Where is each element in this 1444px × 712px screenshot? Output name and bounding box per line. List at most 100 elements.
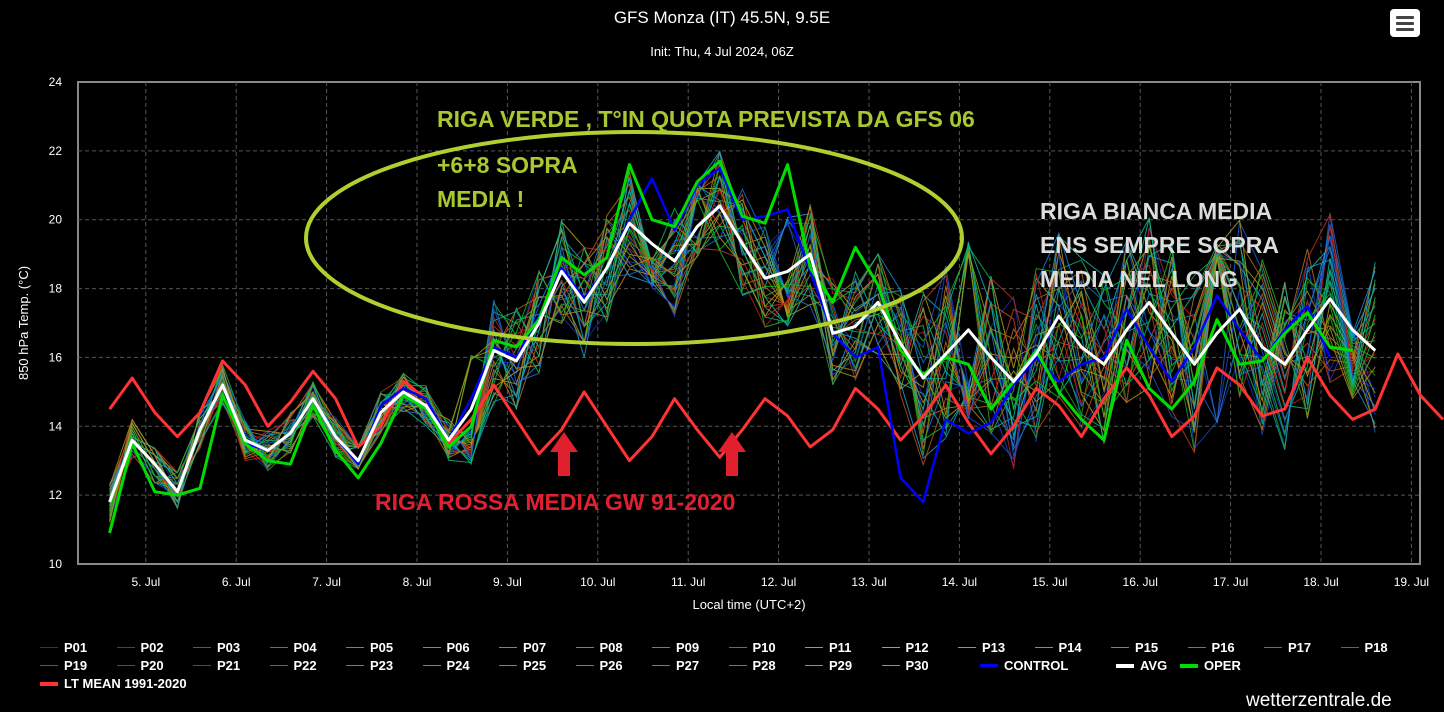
legend-item-p18[interactable]: P18 bbox=[1340, 640, 1388, 655]
x-tick-label: 18. Jul bbox=[1303, 575, 1338, 589]
legend-item-p26[interactable]: P26 bbox=[575, 658, 623, 673]
legend-item-oper[interactable]: OPER bbox=[1180, 658, 1241, 673]
legend-item-p10[interactable]: P10 bbox=[728, 640, 776, 655]
legend-swatch bbox=[269, 664, 288, 667]
legend-label: P25 bbox=[523, 658, 547, 673]
y-tick-label: 20 bbox=[49, 213, 63, 227]
legend-item-p12[interactable]: P12 bbox=[881, 640, 929, 655]
x-tick-label: 19. Jul bbox=[1394, 575, 1429, 589]
legend-item-p23[interactable]: P23 bbox=[346, 658, 393, 673]
legend-label: P15 bbox=[1135, 640, 1159, 655]
legend-swatch bbox=[40, 664, 58, 667]
chart-svg: 10 12 14 16 18 20 22 24 5. Jul 6. Jul 7. Jul 8. Ju… bbox=[16, 75, 1444, 612]
x-tick-label: 16. Jul bbox=[1123, 575, 1158, 589]
red-arrow-icon bbox=[550, 432, 578, 476]
legend-item-p07[interactable]: P07 bbox=[499, 640, 546, 655]
legend-label: P10 bbox=[752, 640, 776, 655]
legend-item-p08[interactable]: P08 bbox=[575, 640, 623, 655]
legend-item-p16[interactable]: P16 bbox=[1187, 640, 1235, 655]
series-line-oper bbox=[108, 159, 1353, 534]
series-line-p25 bbox=[109, 197, 1376, 510]
legend-item-p29[interactable]: P29 bbox=[805, 658, 852, 673]
legend-item-p22[interactable]: P22 bbox=[269, 658, 317, 673]
y-tick-label: 18 bbox=[49, 282, 63, 296]
y-tick-label: 14 bbox=[49, 419, 63, 433]
legend-swatch bbox=[1180, 663, 1198, 668]
legend-item-avg[interactable]: AVG bbox=[1116, 658, 1167, 673]
legend-label: P23 bbox=[370, 658, 394, 673]
x-tick-label: 5. Jul bbox=[131, 575, 160, 589]
legend-item-p27[interactable]: P27 bbox=[652, 658, 699, 673]
legend-item-p02[interactable]: P02 bbox=[116, 640, 164, 655]
legend-label: P12 bbox=[905, 640, 929, 655]
chart-title: GFS Monza (IT) 45.5N, 9.5E bbox=[613, 8, 831, 27]
legend-item-p21[interactable]: P21 bbox=[193, 658, 240, 673]
legend-item-p05[interactable]: P05 bbox=[346, 640, 393, 655]
legend-swatch bbox=[1264, 646, 1282, 649]
legend-swatch bbox=[193, 646, 211, 649]
annotation-text: MEDIA NEL LONG bbox=[1040, 266, 1238, 292]
legend-label: P17 bbox=[1288, 640, 1312, 655]
legend-item-p14[interactable]: P14 bbox=[1034, 640, 1082, 655]
annotation-text: +6+8 SOPRA bbox=[437, 152, 578, 178]
legend-item-p06[interactable]: P06 bbox=[422, 640, 470, 655]
legend-item-p13[interactable]: P13 bbox=[958, 640, 1005, 655]
legend-item-p17[interactable]: P17 bbox=[1264, 640, 1311, 655]
series-line-p30 bbox=[109, 206, 1376, 498]
legend-item-p20[interactable]: P20 bbox=[116, 658, 164, 673]
legend-swatch bbox=[805, 646, 823, 649]
chart-subtitle: Init: Thu, 4 Jul 2024, 06Z bbox=[650, 44, 794, 59]
legend-label: LT MEAN 1991-2020 bbox=[64, 676, 187, 691]
legend-swatch bbox=[575, 664, 594, 667]
legend-label: P11 bbox=[829, 640, 852, 655]
y-tick-label: 16 bbox=[49, 350, 63, 364]
series-line-p24 bbox=[109, 175, 1376, 504]
legend-item-lt-mean-1991-2020[interactable]: LT MEAN 1991-2020 bbox=[40, 676, 187, 691]
legend-item-p04[interactable]: P04 bbox=[269, 640, 317, 655]
legend-label: P16 bbox=[1211, 640, 1235, 655]
series-line-p27 bbox=[109, 198, 1376, 512]
x-tick-label: 14. Jul bbox=[942, 575, 977, 589]
legend-label: P01 bbox=[64, 640, 88, 655]
x-tick-label: 10. Jul bbox=[580, 575, 615, 589]
legend-swatch bbox=[1111, 646, 1129, 649]
legend-label: P22 bbox=[293, 658, 317, 673]
legend-label: P03 bbox=[217, 640, 241, 655]
legend-item-p30[interactable]: P30 bbox=[881, 658, 929, 673]
legend-swatch bbox=[193, 664, 211, 667]
series-line-p28 bbox=[109, 163, 1376, 517]
legend-swatch bbox=[422, 664, 441, 667]
legend-label: P09 bbox=[676, 640, 700, 655]
x-tick-label: 12. Jul bbox=[761, 575, 796, 589]
legend-item-p15[interactable]: P15 bbox=[1111, 640, 1158, 655]
legend-item-p25[interactable]: P25 bbox=[499, 658, 546, 673]
legend-item-control[interactable]: CONTROL bbox=[980, 658, 1068, 673]
legend-label: P30 bbox=[905, 658, 929, 673]
legend-swatch bbox=[805, 664, 823, 667]
legend-swatch bbox=[346, 664, 364, 667]
legend-item-p19[interactable]: P19 bbox=[40, 658, 87, 673]
highlight-ellipse bbox=[304, 130, 964, 346]
legend-item-p09[interactable]: P09 bbox=[652, 640, 699, 655]
legend-item-p28[interactable]: P28 bbox=[728, 658, 776, 673]
series-line-avg bbox=[108, 204, 1377, 503]
legend-swatch bbox=[1187, 646, 1206, 649]
legend-label: OPER bbox=[1204, 658, 1241, 673]
legend-swatch bbox=[499, 664, 517, 667]
legend-swatch bbox=[652, 646, 670, 649]
legend-label: P21 bbox=[217, 658, 241, 673]
legend-item-p24[interactable]: P24 bbox=[422, 658, 470, 673]
annotation-text: ENS SEMPRE SOPRA bbox=[1040, 232, 1279, 258]
legend-label: P24 bbox=[446, 658, 470, 673]
watermark: wetterzentrale.de bbox=[1246, 690, 1392, 711]
legend-item-p11[interactable]: P11 bbox=[805, 640, 851, 655]
hamburger-menu-icon[interactable] bbox=[1390, 9, 1420, 37]
red-arrow-icon bbox=[718, 432, 746, 476]
legend-swatch bbox=[116, 646, 135, 649]
legend-label: P29 bbox=[829, 658, 853, 673]
legend-label: P28 bbox=[752, 658, 776, 673]
legend-label: P20 bbox=[140, 658, 164, 673]
legend-item-p01[interactable]: P01 bbox=[40, 640, 87, 655]
legend-item-p03[interactable]: P03 bbox=[193, 640, 240, 655]
legend-label: P14 bbox=[1058, 640, 1082, 655]
